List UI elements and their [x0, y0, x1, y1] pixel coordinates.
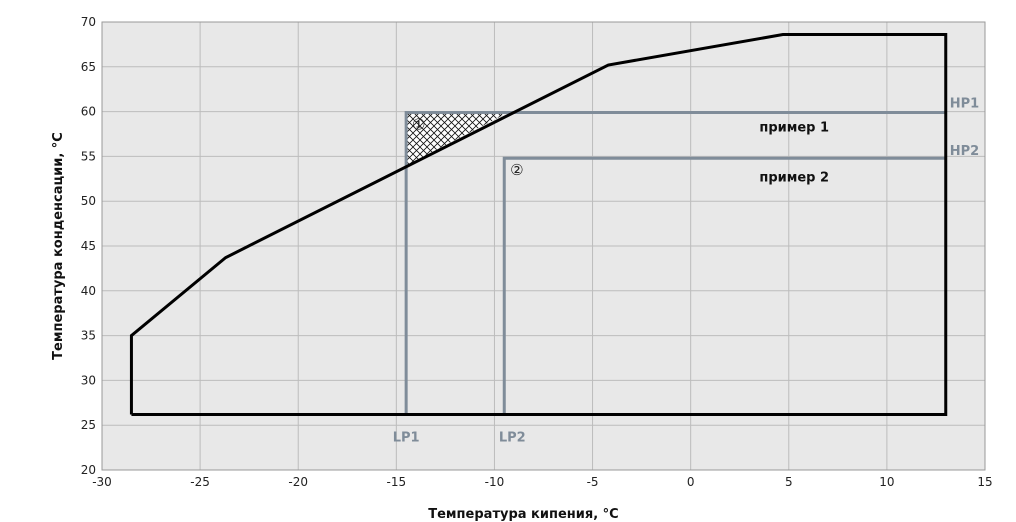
x-tick-label: -15 [387, 475, 407, 489]
example-1-marker: ① [412, 116, 425, 134]
x-tick-label: -25 [190, 475, 210, 489]
y-tick-label: 45 [81, 239, 96, 253]
y-tick-label: 30 [81, 373, 96, 387]
x-tick-label: 10 [879, 475, 894, 489]
envelope-line [129, 33, 948, 416]
x-tick-label: -30 [92, 475, 112, 489]
y-tick-label: 35 [81, 329, 96, 343]
plot-frame [101, 21, 986, 471]
x-tick-label: 0 [687, 475, 695, 489]
lp1-label: LP1 [393, 430, 420, 445]
x-tick-label: 5 [785, 475, 793, 489]
x-tick-label: -5 [587, 475, 599, 489]
y-tick-label: 70 [81, 15, 96, 29]
tick-labels: -30 -25 -20 -15 -10 -5 0 5 10 15 20 25 30 35 40 45 50 55 6… [81, 15, 993, 489]
hp1-label: HP1 [950, 96, 979, 111]
x-tick-label: -10 [485, 475, 505, 489]
example-1-line [404, 110, 947, 415]
y-tick-label: 55 [81, 149, 96, 163]
example-2-label: пример 2 [759, 170, 829, 185]
y-tick-label: 20 [81, 463, 96, 477]
hatched-region [406, 112, 509, 166]
hp2-label: HP2 [950, 144, 979, 159]
y-tick-label: 65 [81, 60, 96, 74]
x-axis-label: Температура кипения, °C [428, 507, 618, 522]
y-tick-label: 25 [81, 418, 96, 432]
y-tick-label: 60 [81, 105, 96, 119]
x-tick-label: 15 [977, 475, 992, 489]
lp2-label: LP2 [499, 430, 526, 445]
y-tick-label: 50 [81, 194, 96, 208]
example-2-line [502, 156, 947, 415]
x-tick-label: -20 [288, 475, 308, 489]
y-tick-label: 40 [81, 284, 96, 298]
example-1-label: пример 1 [759, 120, 829, 135]
example-2-marker: ② [510, 161, 523, 179]
y-axis-label: Температура конденсации, °C [51, 132, 66, 360]
